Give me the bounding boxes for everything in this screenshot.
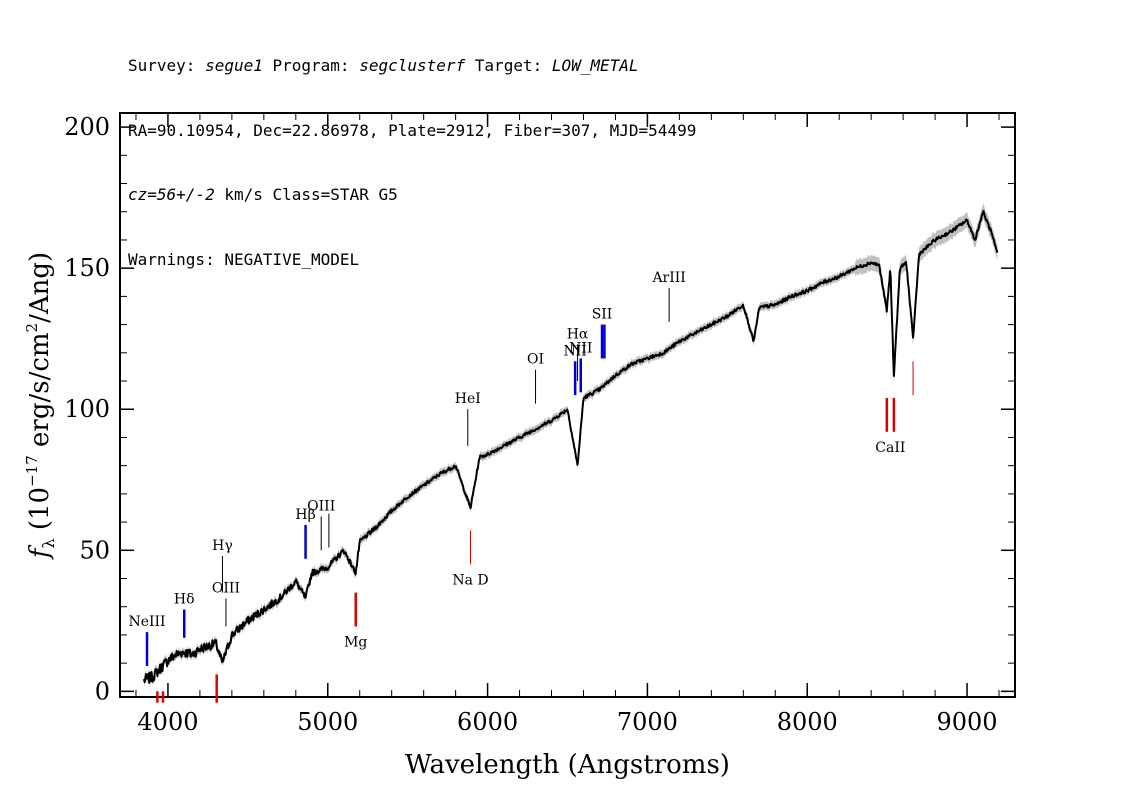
x-tick-label: 4000 xyxy=(137,708,198,736)
x-axis-title: Wavelength (Angstroms) xyxy=(405,750,730,780)
header-line-redshift: cz=56+/-2 km/s Class=STAR G5 xyxy=(128,184,696,206)
line-label: Hδ xyxy=(174,592,195,608)
line-label: NeIII xyxy=(128,614,165,630)
target-label: Target: xyxy=(465,56,552,75)
line-label: Na D xyxy=(452,572,488,588)
line-label: Mg xyxy=(344,634,367,650)
line-label: Hα xyxy=(567,326,589,342)
flux-error-band xyxy=(144,203,998,688)
x-tick-label: 6000 xyxy=(457,708,518,736)
y-tick-label: 200 xyxy=(64,113,110,141)
line-label: SII xyxy=(592,307,613,323)
line-label: OI xyxy=(527,352,544,368)
line-label: OIII xyxy=(212,580,240,596)
cz-value: cz=56+/-2 xyxy=(128,185,215,204)
survey-label: Survey: xyxy=(128,56,206,75)
y-tick-label: 0 xyxy=(95,677,110,705)
survey-value: segue1 xyxy=(205,56,263,75)
x-tick-label: 9000 xyxy=(937,708,998,736)
line-label: Hγ xyxy=(212,538,233,554)
line-label: OIII xyxy=(307,498,335,514)
y-tick-label: 100 xyxy=(64,395,110,423)
line-label: Hβ xyxy=(295,507,315,523)
line-label: ArIII xyxy=(651,270,685,286)
x-tick-label: 8000 xyxy=(777,708,838,736)
x-tick-label: 5000 xyxy=(297,708,358,736)
program-value: segclusterf xyxy=(359,56,466,75)
x-tick-label: 7000 xyxy=(617,708,678,736)
header-line-warnings: Warnings: NEGATIVE_MODEL xyxy=(128,249,360,269)
line-label: NII xyxy=(564,343,587,359)
header-line-survey: Survey: segue1 Program: segclusterf Targ… xyxy=(128,55,696,77)
spectrum-header: Survey: segue1 Program: segclusterf Targ… xyxy=(128,12,696,292)
plot-frame-group xyxy=(119,112,1016,698)
y-tick-label: 50 xyxy=(79,536,110,564)
y-tick-label: 150 xyxy=(64,254,110,282)
spectrum-series xyxy=(143,210,999,684)
axis-labels: Wavelength (Angstroms) fλ (10−17 erg/s/cm… xyxy=(23,252,730,780)
error-band xyxy=(144,203,998,688)
header-line-coordinates: RA=90.10954, Dec=22.86978, Plate=2912, F… xyxy=(128,120,697,140)
spectral-line-markers: NeIIIHδHγOIIIHβOIIIHeIOINIIHαNIISIIArIII… xyxy=(128,270,914,703)
target-value: LOW_METAL xyxy=(551,56,639,75)
program-label: Program: xyxy=(262,56,360,75)
line-label: NII xyxy=(569,340,592,356)
line-label: HeI xyxy=(455,391,481,407)
flux-spectrum-line xyxy=(143,210,999,684)
class-value: km/s Class=STAR G5 xyxy=(214,185,398,204)
y-axis-title: fλ (10−17 erg/s/cm2/Ang) xyxy=(23,252,58,560)
line-label: CaII xyxy=(875,440,905,456)
axis-ticks: 4000 5000 6000 7000 8000 9000 0 50 100 150 200 xyxy=(64,113,1015,736)
plot-frame xyxy=(119,112,1016,698)
